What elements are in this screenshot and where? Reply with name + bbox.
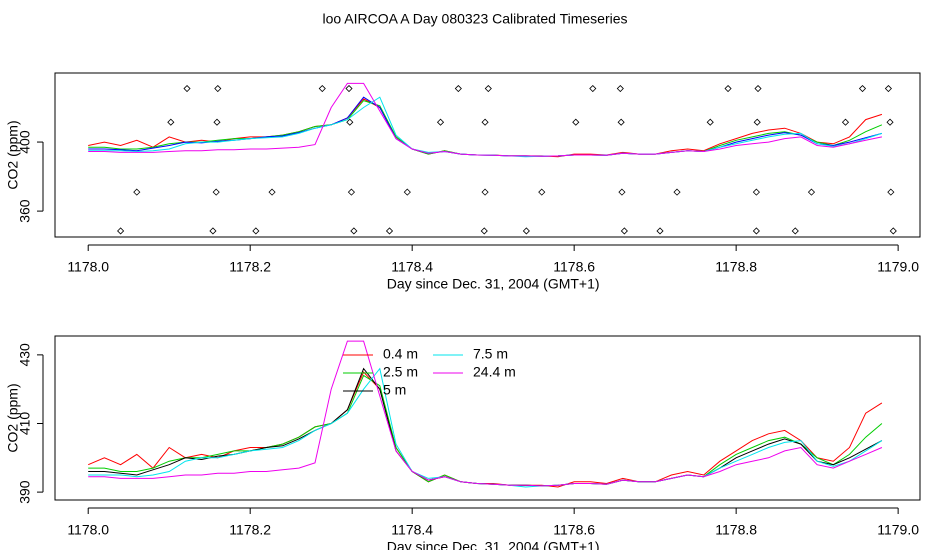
marker-point — [538, 188, 546, 196]
x-tick-label: 1178.4 — [391, 259, 433, 275]
marker-point — [345, 84, 353, 93]
marker-point — [346, 118, 354, 126]
y-axis-label: CO2 (ppm) — [5, 383, 21, 452]
marker-point — [889, 227, 897, 235]
marker-point — [481, 118, 489, 126]
plot-frame — [54, 335, 921, 501]
marker-point — [724, 84, 732, 93]
marker-point — [117, 227, 125, 235]
x-tick-label: 1178.8 — [715, 522, 757, 538]
marker-point — [347, 188, 355, 196]
marker-point — [209, 227, 217, 235]
series-line — [88, 100, 883, 157]
marker-point — [436, 118, 445, 126]
marker-point — [385, 227, 394, 235]
legend-label: 0.4 m — [383, 346, 418, 362]
series-line — [88, 367, 883, 488]
legend-label: 2.5 m — [383, 364, 418, 380]
marker-point — [841, 118, 850, 126]
x-tick-label: 1179.0 — [877, 522, 919, 538]
series-line — [88, 98, 883, 158]
marker-point — [268, 188, 276, 196]
marker-point — [480, 227, 488, 235]
marker-point — [133, 188, 141, 196]
y-tick-label: 430 — [17, 343, 33, 367]
x-tick-label: 1179.0 — [877, 259, 919, 275]
marker-point — [887, 188, 895, 196]
marker-point — [886, 118, 894, 126]
series-line — [88, 96, 883, 158]
marker-point — [318, 84, 326, 93]
marker-point — [350, 227, 358, 235]
marker-point — [753, 118, 761, 126]
marker-point — [167, 118, 175, 126]
marker-point — [858, 84, 867, 93]
legend-label: 7.5 m — [473, 346, 508, 362]
marker-point — [791, 227, 799, 235]
x-tick-label: 1178.8 — [715, 259, 757, 275]
marker-point — [752, 227, 760, 235]
marker-point — [752, 188, 760, 196]
series-line — [88, 374, 883, 487]
x-tick-label: 1178.0 — [67, 522, 109, 538]
marker-point — [572, 118, 580, 126]
x-tick-label: 1178.0 — [67, 259, 109, 275]
marker-point — [706, 118, 714, 126]
marker-point — [454, 84, 462, 93]
marker-point — [484, 84, 492, 93]
chart-title: loo AIRCOA A Day 080323 Calibrated Times… — [322, 11, 627, 27]
marker-point — [618, 188, 626, 196]
x-tick-label: 1178.6 — [553, 522, 595, 538]
marker-point — [252, 227, 260, 235]
marker-point — [212, 188, 220, 196]
series-line — [88, 371, 883, 488]
marker-point — [620, 227, 628, 235]
series-line — [88, 82, 883, 157]
legend-label: 5 m — [383, 382, 406, 398]
x-tick-label: 1178.6 — [553, 259, 595, 275]
x-tick-label: 1178.2 — [229, 259, 271, 275]
x-tick-label: 1178.2 — [229, 522, 271, 538]
y-tick-label: 410 — [17, 412, 33, 436]
legend-label: 24.4 m — [473, 364, 516, 380]
marker-point — [884, 84, 892, 93]
marker-point — [589, 84, 597, 93]
y-tick-label: 390 — [17, 480, 33, 504]
marker-point — [673, 188, 681, 196]
y-axis-label: CO2 (ppm) — [5, 120, 21, 189]
marker-point — [807, 188, 816, 196]
y-tick-label: 360 — [17, 199, 33, 223]
x-tick-label: 1178.4 — [391, 522, 433, 538]
marker-point — [213, 118, 221, 126]
series-line — [88, 340, 883, 487]
marker-point — [522, 227, 530, 235]
marker-point — [616, 84, 624, 93]
series-line — [88, 367, 883, 487]
plot-frame — [54, 72, 921, 238]
marker-point — [617, 118, 625, 126]
marker-point — [754, 84, 762, 93]
y-tick-label: 400 — [17, 130, 33, 154]
marker-point — [183, 84, 191, 93]
marker-point — [403, 188, 411, 196]
series-line — [88, 96, 883, 157]
marker-point — [656, 227, 664, 235]
x-axis-label: Day since Dec. 31, 2004 (GMT+1) — [387, 276, 600, 292]
marker-point — [214, 84, 222, 93]
x-axis-label: Day since Dec. 31, 2004 (GMT+1) — [387, 539, 600, 550]
marker-point — [481, 188, 489, 196]
